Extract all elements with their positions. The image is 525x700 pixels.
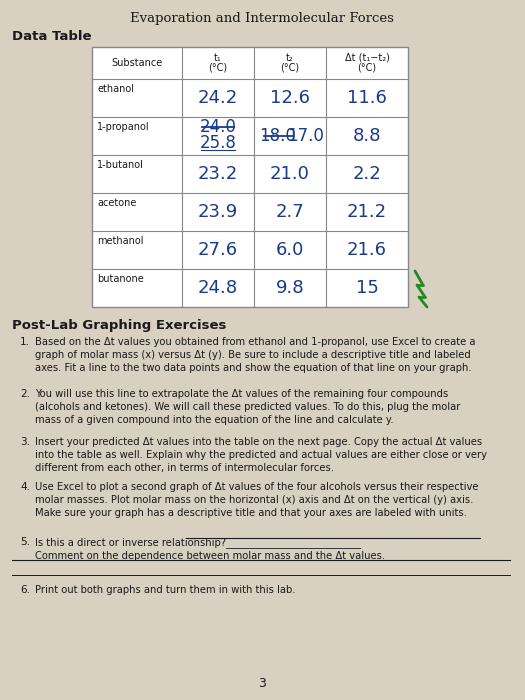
Text: 1-butanol: 1-butanol <box>97 160 144 170</box>
Text: You will use this line to extrapolate the Δt values of the remaining four compou: You will use this line to extrapolate th… <box>35 389 460 426</box>
Text: 23.9: 23.9 <box>198 203 238 221</box>
Text: 3.: 3. <box>20 437 30 447</box>
Text: 2.7: 2.7 <box>276 203 304 221</box>
Text: (°C): (°C) <box>280 63 300 73</box>
Text: Is this a direct or inverse relationship?___________________________
Comment on : Is this a direct or inverse relationship… <box>35 537 385 561</box>
Text: Post-Lab Graphing Exercises: Post-Lab Graphing Exercises <box>12 319 226 332</box>
Text: 24.8: 24.8 <box>198 279 238 297</box>
Bar <box>92 47 408 307</box>
Text: 24.0: 24.0 <box>200 118 236 136</box>
Text: 27.6: 27.6 <box>198 241 238 259</box>
Text: 8.8: 8.8 <box>353 127 381 145</box>
Text: 2.: 2. <box>20 389 30 399</box>
Text: 21.0: 21.0 <box>270 165 310 183</box>
Text: 4.: 4. <box>20 482 30 492</box>
Text: ethanol: ethanol <box>97 84 134 94</box>
Text: Data Table: Data Table <box>12 30 91 43</box>
Text: 6.: 6. <box>20 585 30 595</box>
Text: 17.0: 17.0 <box>288 127 324 145</box>
Text: (°C): (°C) <box>358 63 376 73</box>
Text: 6.0: 6.0 <box>276 241 304 259</box>
Text: Based on the Δt values you obtained from ethanol and 1-propanol, use Excel to cr: Based on the Δt values you obtained from… <box>35 337 476 373</box>
Text: 2.2: 2.2 <box>353 165 381 183</box>
Text: 5.: 5. <box>20 537 30 547</box>
Text: 12.6: 12.6 <box>270 89 310 107</box>
Text: 3: 3 <box>258 677 266 690</box>
Text: butanone: butanone <box>97 274 144 284</box>
Text: 1-propanol: 1-propanol <box>97 122 150 132</box>
Text: Evaporation and Intermolecular Forces: Evaporation and Intermolecular Forces <box>130 12 394 25</box>
Text: Substance: Substance <box>111 58 163 68</box>
Text: 21.2: 21.2 <box>347 203 387 221</box>
Text: 25.8: 25.8 <box>200 134 236 152</box>
Text: 9.8: 9.8 <box>276 279 304 297</box>
Text: 18.0: 18.0 <box>259 127 297 145</box>
Text: 24.2: 24.2 <box>198 89 238 107</box>
Text: Δt (t₁−t₂): Δt (t₁−t₂) <box>344 53 390 63</box>
Text: 1.: 1. <box>20 337 30 347</box>
Text: Insert your predicted Δt values into the table on the next page. Copy the actual: Insert your predicted Δt values into the… <box>35 437 487 473</box>
Text: (°C): (°C) <box>208 63 227 73</box>
Text: t₂: t₂ <box>286 53 294 63</box>
Text: 15: 15 <box>355 279 379 297</box>
Text: 11.6: 11.6 <box>347 89 387 107</box>
Text: Use Excel to plot a second graph of Δt values of the four alcohols versus their : Use Excel to plot a second graph of Δt v… <box>35 482 478 519</box>
Text: Print out both graphs and turn them in with this lab.: Print out both graphs and turn them in w… <box>35 585 296 595</box>
Text: t₁: t₁ <box>214 53 222 63</box>
Text: methanol: methanol <box>97 236 143 246</box>
Text: acetone: acetone <box>97 198 136 208</box>
Text: 23.2: 23.2 <box>198 165 238 183</box>
Text: 21.6: 21.6 <box>347 241 387 259</box>
